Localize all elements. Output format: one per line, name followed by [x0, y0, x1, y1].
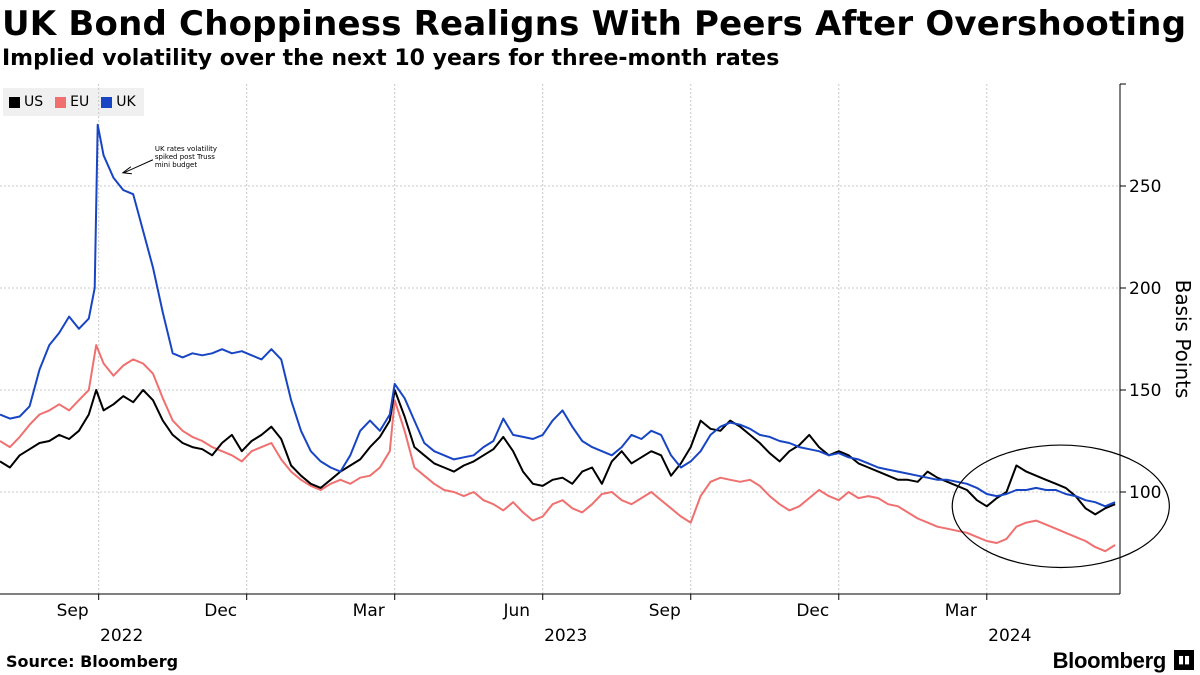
legend-label-us: US [24, 94, 44, 110]
annotation-arrow [123, 159, 154, 174]
x-tick-label: Dec [204, 601, 237, 621]
legend-swatch-us [9, 96, 20, 108]
legend-item-uk: UK [101, 94, 136, 110]
legend-item-us: US [9, 94, 43, 110]
y-tick-label: 150 [1129, 381, 1161, 401]
x-tick-label: Sep [649, 601, 681, 621]
x-tick-label: Mar [353, 601, 385, 621]
x-tick-label: Sep [57, 601, 89, 621]
x-tick-label: Jun [502, 601, 530, 621]
bloomberg-terminal-icon: ▮▮ [1174, 650, 1194, 670]
x-year-label: 2023 [544, 626, 587, 646]
legend-item-eu: EU [55, 94, 89, 110]
legend-swatch-uk [101, 96, 113, 108]
y-axis-label: Basis Points [1171, 280, 1195, 399]
legend-label-eu: EU [70, 94, 90, 110]
series-line-eu [0, 344, 1116, 553]
annotation-arrowhead [121, 166, 132, 175]
x-year-label: 2022 [100, 626, 143, 646]
series-line-us [0, 389, 1116, 516]
bloomberg-logo: Bloomberg [1052, 648, 1167, 673]
annotation-text: mini budget [155, 161, 197, 169]
chart-legend: US EU UK [3, 88, 144, 116]
x-tick-label: Mar [945, 601, 977, 621]
series-line-uk [0, 123, 1116, 508]
chart-subtitle: Implied volatility over the next 10 year… [2, 46, 780, 71]
x-year-label: 2024 [988, 626, 1031, 646]
annotation-text: spiked post Truss [155, 153, 215, 161]
y-tick-label: 200 [1129, 279, 1161, 299]
chart-title: UK Bond Choppiness Realigns With Peers A… [2, 4, 1187, 44]
highlight-circle [951, 444, 1170, 569]
y-tick-label: 100 [1129, 483, 1161, 503]
annotation-text: UK rates volatility [155, 145, 217, 153]
source-note: Source: Bloomberg [6, 652, 179, 671]
y-tick-label: 250 [1129, 177, 1161, 197]
legend-swatch-eu [55, 96, 67, 108]
x-tick-label: Dec [796, 601, 829, 621]
legend-label-uk: UK [116, 94, 136, 110]
